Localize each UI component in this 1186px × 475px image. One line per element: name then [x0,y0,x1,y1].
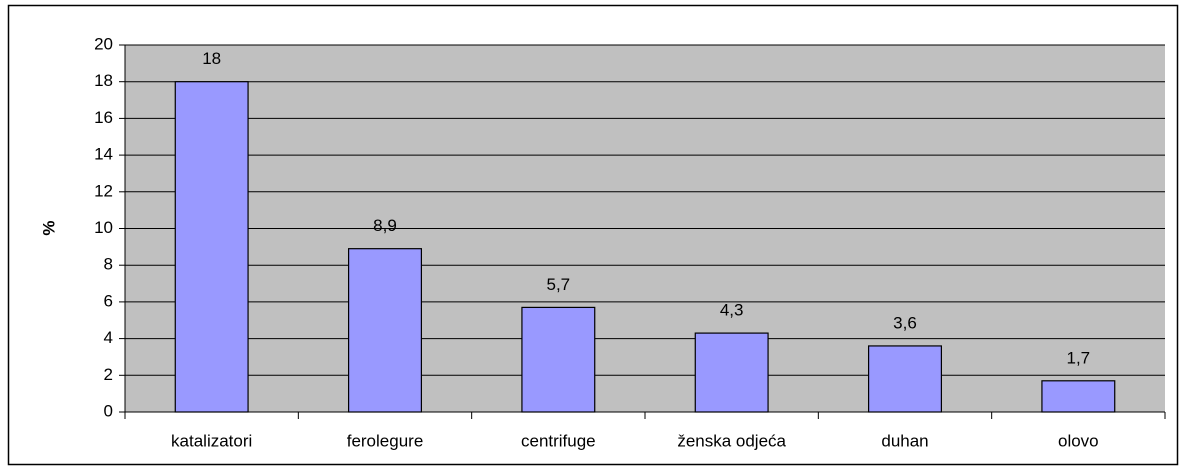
x-tick-label: katalizatori [171,431,252,450]
y-tick-label: 14 [94,145,113,164]
bar [694,332,769,413]
bar [867,345,942,413]
data-label: 18 [202,49,221,68]
data-label: 1,7 [1067,348,1091,367]
y-tick-label: 18 [94,71,113,90]
y-tick-label: 2 [104,365,113,384]
bar [348,248,423,413]
data-label: 8,9 [373,216,397,235]
y-tick-label: 6 [104,291,113,310]
y-tick-label: 16 [94,108,113,127]
bar [521,306,596,413]
y-tick-label: 4 [104,328,113,347]
data-label: 4,3 [720,301,744,320]
bar [174,81,249,413]
y-tick-label: 12 [94,181,113,200]
y-tick-label: 8 [104,255,113,274]
data-label: 3,6 [893,313,917,332]
y-tick-label: 0 [104,401,113,420]
x-tick-label: ferolegure [347,431,424,450]
data-label: 5,7 [547,275,571,294]
x-tick-label: duhan [881,431,928,450]
bar [1041,380,1116,413]
y-tick-label: 20 [94,34,113,53]
x-tick-label: olovo [1058,431,1099,450]
y-axis-label: % [39,220,58,235]
x-tick-label: ženska odjeća [677,431,786,450]
y-tick-label: 10 [94,218,113,237]
x-tick-label: centrifuge [521,431,596,450]
